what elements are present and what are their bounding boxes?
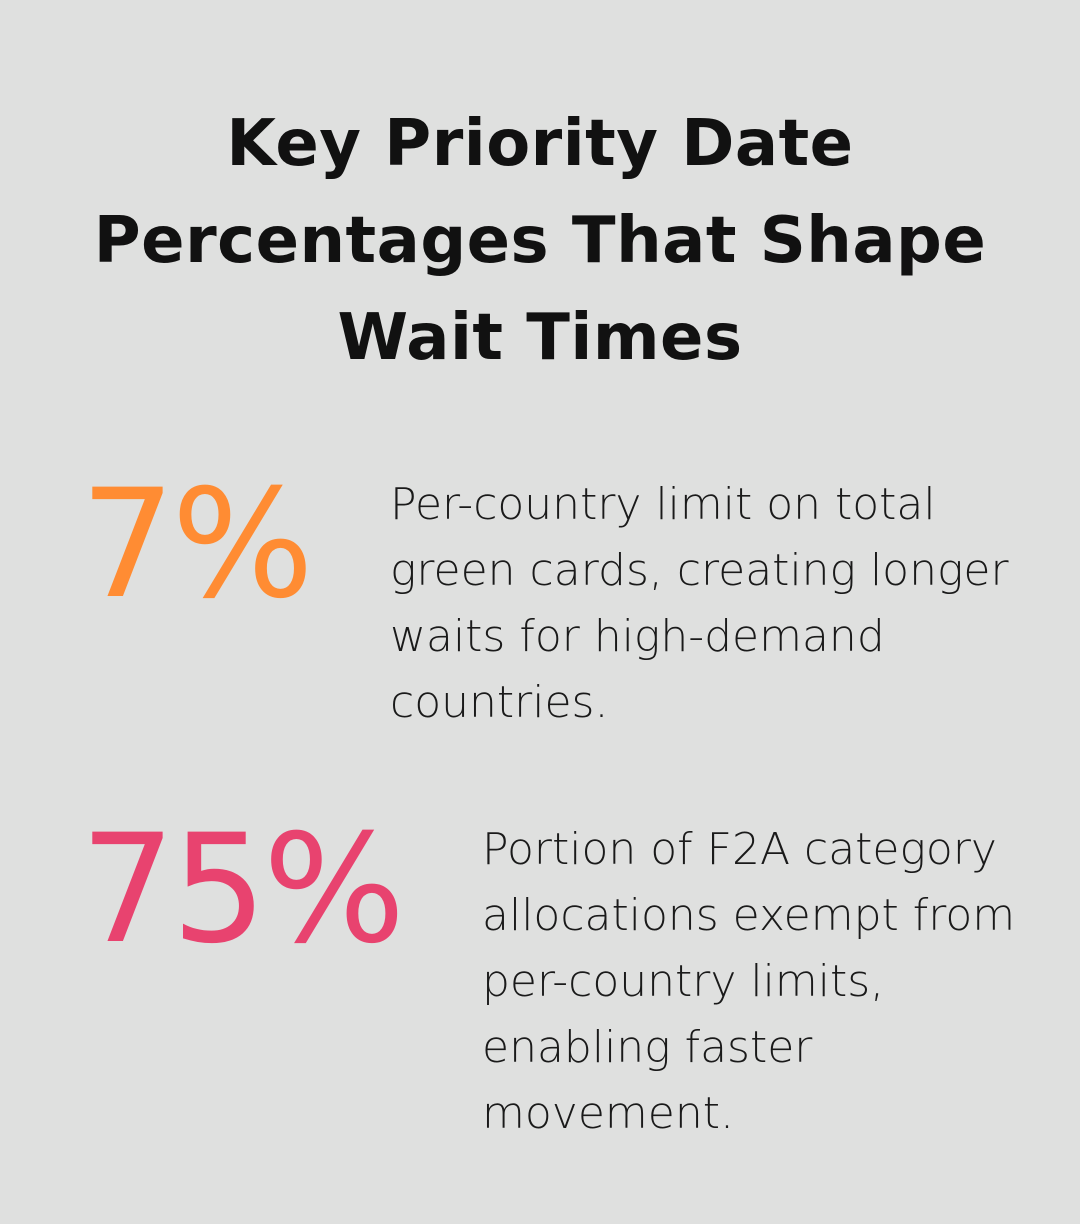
stat-description-f2a-exempt: Portion of F2A category allocations exem…	[482, 824, 1016, 1139]
stat-value-f2a-exempt: 75%	[80, 803, 405, 977]
page-title: Key Priority Date Percentages That Shape…	[93, 107, 987, 375]
stat-description-per-country-limit: Per-country limit on total green cards, …	[390, 479, 1009, 728]
stat-value-per-country-limit: 7%	[80, 458, 314, 632]
